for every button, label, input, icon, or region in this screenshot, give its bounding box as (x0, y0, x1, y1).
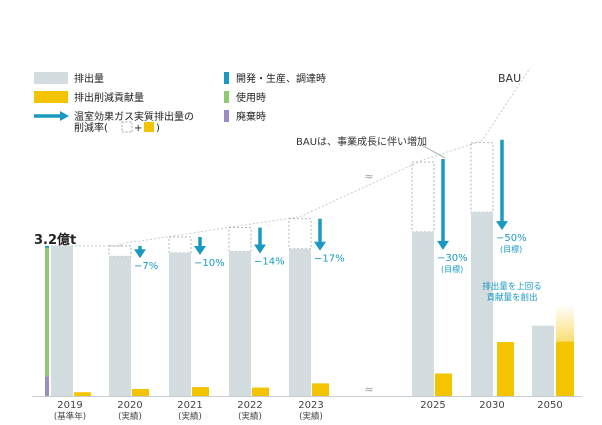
bau-curve (51, 67, 531, 247)
contribution-bar (435, 373, 452, 396)
reduction-arrow-head (194, 245, 206, 255)
x-tick-sublabel: (実績) (299, 411, 323, 422)
reduction-arrow-head (437, 240, 449, 250)
bars (45, 212, 574, 396)
reduction-arrow-head (496, 221, 508, 231)
reduction-label: −14% (254, 257, 285, 268)
net-note-2: 貢献量を創出 (486, 292, 537, 303)
stack-segment (45, 245, 49, 248)
legend-close-paren: ) (156, 123, 160, 134)
bau-dashed-box (108, 245, 132, 257)
contribution-bar (556, 341, 574, 396)
x-tick-sublabel: (実績) (178, 411, 202, 422)
contribution-glow (556, 305, 574, 342)
x-tick-sublabel: (実績) (118, 411, 142, 422)
legend-label: 使用時 (236, 91, 266, 104)
legend-dashed-box (121, 121, 133, 133)
legend-plus: + (134, 123, 142, 134)
legend-label: 廃棄時 (236, 110, 266, 123)
axis-break: ≈ (364, 383, 373, 396)
legend-swatch (224, 72, 229, 84)
x-tick-sublabel: (実績) (238, 411, 262, 422)
contribution-bar (312, 383, 329, 396)
bau-note-leader (419, 143, 446, 159)
bau-label: BAU (498, 72, 521, 85)
emission-bar (471, 212, 493, 396)
emission-bar (532, 325, 554, 396)
x-tick-label: 2021 (177, 400, 202, 411)
x-tick-label: 2023 (298, 400, 323, 411)
stack-segment (45, 376, 49, 396)
legend-swatch (224, 91, 229, 103)
stack-segment (45, 247, 49, 377)
contribution-bar (74, 392, 91, 396)
x-tick-label: 2050 (537, 400, 562, 411)
x-tick-label: 2025 (420, 400, 445, 411)
reduction-note: (目標) (441, 264, 463, 274)
legend-swatch (34, 72, 68, 84)
legend-label-2: 削減率( (74, 121, 108, 134)
legend-label: 開発・生産、調達時 (236, 72, 326, 85)
legend-swatch (224, 110, 229, 122)
emission-bar (51, 245, 73, 396)
legend-label: 排出削減貢献量 (74, 91, 144, 104)
emission-bar (169, 252, 191, 396)
x-tick-label: 2030 (479, 400, 504, 411)
reduction-label: −10% (194, 258, 225, 269)
bau-dashed-box (411, 161, 435, 233)
legend-yellow-box (144, 122, 154, 132)
reduction-label: −30% (437, 253, 468, 264)
emission-bar (229, 251, 251, 396)
net-note-1: 排出量を上回る (482, 281, 542, 292)
bau-dashed-box (288, 218, 312, 250)
x-tick-label: 2020 (117, 400, 142, 411)
contribution-bar (252, 387, 269, 396)
bau-note: BAUは、事業成長に伴い増加 (296, 135, 427, 148)
reduction-arrow-head (134, 249, 146, 259)
legend-label: 温室効果ガス実質排出量の (74, 110, 194, 123)
x-tick-label: 2019 (57, 400, 82, 411)
reduction-label: −7% (134, 261, 158, 272)
reduction-note: (目標) (500, 244, 522, 254)
reduction-arrow-head (254, 244, 266, 254)
contribution-bar (192, 387, 209, 396)
reduction-label: −17% (314, 254, 345, 265)
axis-break: ≈ (364, 170, 373, 183)
x-tick-label: 2022 (237, 400, 262, 411)
labels: −7% −10% −14% −17% −30%(目標)−50%(目標)3.2億tBAUは… (34, 135, 542, 303)
emission-bar (289, 248, 311, 396)
bau-dashed-box (228, 227, 252, 252)
emission-bar (109, 256, 131, 396)
contribution-bar (132, 388, 149, 396)
bau-dashed-box (168, 236, 192, 254)
reduction-arrow-head (314, 241, 326, 251)
emission-bar (412, 231, 434, 396)
x-axis: 2019(基準年)2020(実績)2021(実績)2022(実績)2023(実績… (32, 170, 582, 422)
start-value-label: 3.2億t (34, 232, 76, 248)
x-tick-sublabel: (基準年) (54, 411, 86, 422)
reduction-label: −50% (496, 233, 527, 244)
legend-label: 排出量 (74, 72, 104, 85)
bau-dashed-box (470, 142, 494, 213)
contribution-bar (497, 342, 514, 396)
legend-swatch (34, 91, 68, 103)
legend-arrow-head (60, 111, 69, 121)
